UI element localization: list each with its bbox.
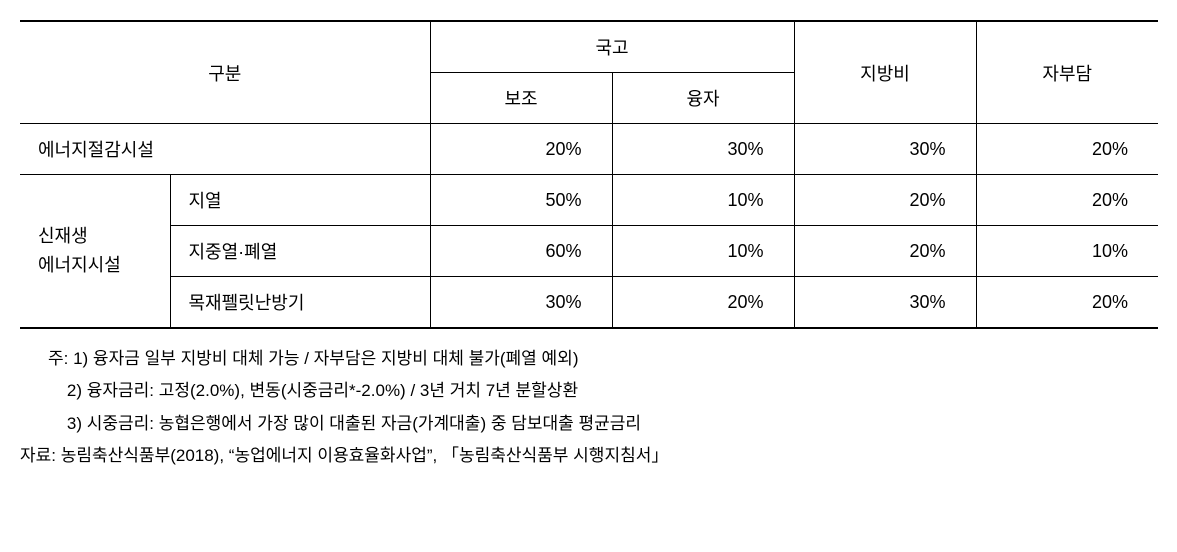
row-cat-sub: 지중열·폐열 (170, 226, 430, 277)
header-self: 자부담 (976, 21, 1158, 124)
header-loan: 융자 (612, 73, 794, 124)
footnote-line: 주: 1) 융자금 일부 지방비 대체 가능 / 자부담은 지방비 대체 불가(… (48, 343, 1157, 375)
cell-value: 20% (430, 124, 612, 175)
cell-value: 20% (976, 124, 1158, 175)
header-category: 구분 (20, 21, 430, 124)
cell-value: 20% (976, 277, 1158, 329)
header-local: 지방비 (794, 21, 976, 124)
cell-value: 30% (430, 277, 612, 329)
cell-value: 20% (794, 226, 976, 277)
row-cat-sub: 목재펠릿난방기 (170, 277, 430, 329)
table-row: 신재생에너지시설 지열 50% 10% 20% 20% (20, 175, 1158, 226)
cell-value: 30% (794, 277, 976, 329)
source-line: 자료: 농림축산식품부(2018), “농업에너지 이용효율화사업”, 「농림축… (20, 440, 1157, 472)
table-row: 에너지절감시설 20% 30% 30% 20% (20, 124, 1158, 175)
footnote-line: 3) 시중금리: 농협은행에서 가장 많이 대출된 자금(가계대출) 중 담보대… (48, 408, 1157, 440)
table-row: 지중열·폐열 60% 10% 20% 10% (20, 226, 1158, 277)
cell-value: 20% (612, 277, 794, 329)
row-cat-group: 신재생에너지시설 (20, 175, 170, 329)
row-cat: 에너지절감시설 (20, 124, 430, 175)
cell-value: 10% (612, 175, 794, 226)
funding-table: 구분 국고 지방비 자부담 보조 융자 에너지절감시설 20% 30% 30% … (20, 20, 1158, 329)
footnotes: 주: 1) 융자금 일부 지방비 대체 가능 / 자부담은 지방비 대체 불가(… (20, 343, 1157, 472)
table-row: 목재펠릿난방기 30% 20% 30% 20% (20, 277, 1158, 329)
header-national: 국고 (430, 21, 794, 73)
header-subsidy: 보조 (430, 73, 612, 124)
cell-value: 50% (430, 175, 612, 226)
cell-value: 10% (612, 226, 794, 277)
cell-value: 30% (612, 124, 794, 175)
cell-value: 30% (794, 124, 976, 175)
row-cat-sub: 지열 (170, 175, 430, 226)
cell-value: 60% (430, 226, 612, 277)
cell-value: 20% (794, 175, 976, 226)
footnote-line: 2) 융자금리: 고정(2.0%), 변동(시중금리*-2.0%) / 3년 거… (48, 375, 1157, 407)
cell-value: 10% (976, 226, 1158, 277)
cell-value: 20% (976, 175, 1158, 226)
table-container: 구분 국고 지방비 자부담 보조 융자 에너지절감시설 20% 30% 30% … (20, 20, 1157, 472)
